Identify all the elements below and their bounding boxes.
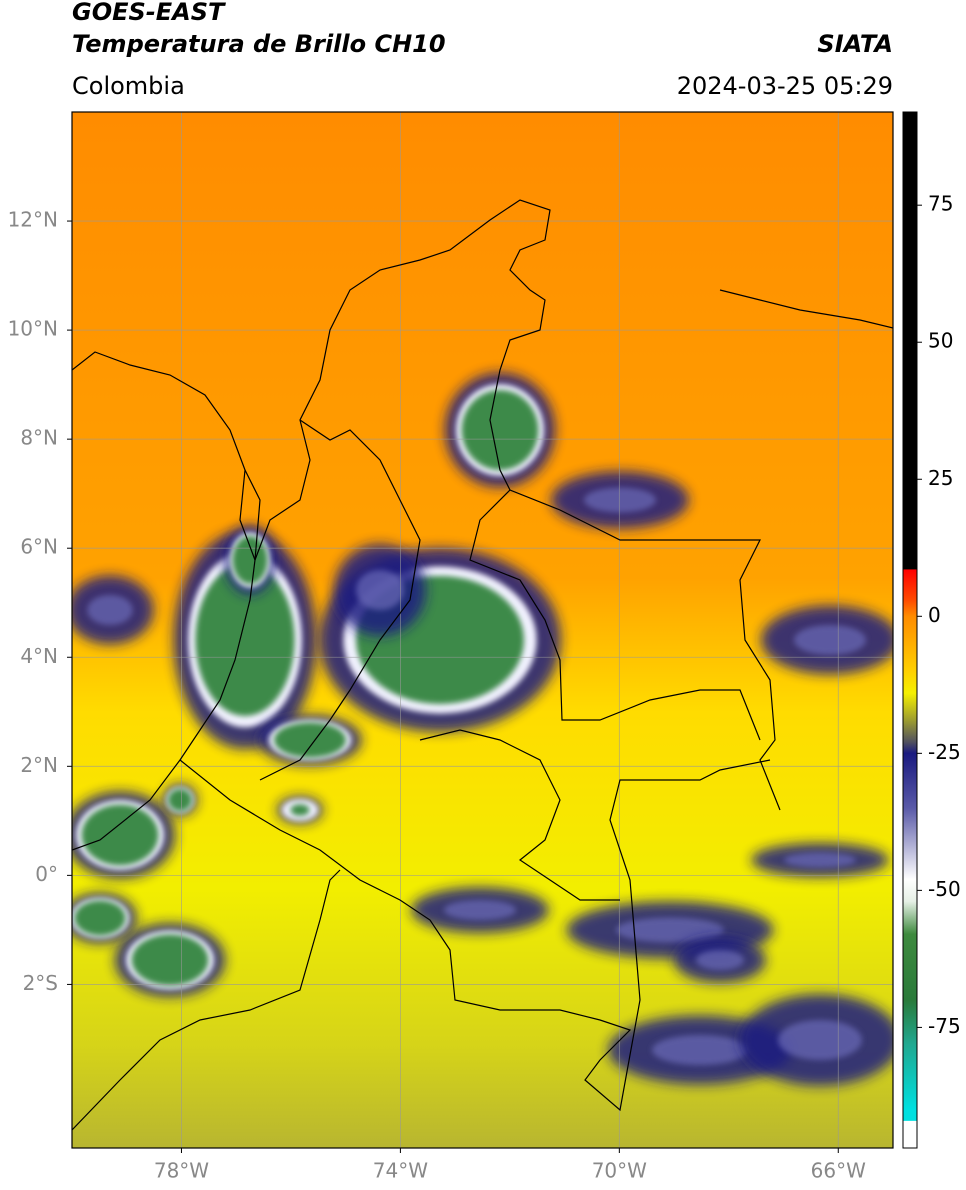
y-tick-label: 10°N bbox=[8, 317, 58, 341]
y-tick-label: 12°N bbox=[8, 208, 58, 232]
colorbar-tick-label: -75 bbox=[928, 1014, 961, 1038]
y-tick-label: 2°S bbox=[23, 971, 58, 995]
borders bbox=[72, 199, 893, 1131]
x-tick-label: 74°W bbox=[373, 1159, 428, 1183]
y-tick-label: 2°N bbox=[20, 753, 58, 777]
x-tick-label: 70°W bbox=[592, 1159, 647, 1183]
colorbar-tick-label: -50 bbox=[928, 877, 961, 901]
map-frame bbox=[71, 111, 894, 1149]
map-area bbox=[72, 112, 893, 1148]
region: Colombia bbox=[72, 72, 185, 100]
colorbar-tick-label: 50 bbox=[928, 329, 953, 353]
y-tick-label: 6°N bbox=[20, 535, 58, 559]
y-tick-label: 8°N bbox=[20, 426, 58, 450]
y-tick-label: 0° bbox=[35, 862, 58, 886]
colorbar-tick-label: -25 bbox=[928, 740, 961, 764]
colorbar-ticks: 75 50 25 0 -25 -50 -75 bbox=[917, 192, 961, 1038]
colorbar-tick-label: 75 bbox=[928, 192, 953, 216]
x-tick-label: 78°W bbox=[154, 1159, 209, 1183]
cloud-layer bbox=[72, 372, 893, 1086]
grid bbox=[72, 112, 893, 1148]
y-ticks: 12°N 10°N 8°N 6°N 4°N 2°N 0° 2°S bbox=[8, 208, 72, 995]
x-ticks: 78°W 74°W 70°W 66°W bbox=[154, 1148, 866, 1183]
colorbar bbox=[902, 111, 918, 1149]
subtitle: Temperatura de Brillo CH10 bbox=[72, 30, 446, 58]
timestamp: 2024-03-25 05:29 bbox=[677, 72, 893, 100]
source: SIATA bbox=[817, 30, 893, 58]
colorbar-tick-label: 0 bbox=[928, 603, 941, 627]
title: GOES-EAST bbox=[72, 0, 226, 26]
y-tick-label: 4°N bbox=[20, 644, 58, 668]
colorbar-tick-label: 25 bbox=[928, 466, 953, 490]
x-tick-label: 66°W bbox=[811, 1159, 866, 1183]
